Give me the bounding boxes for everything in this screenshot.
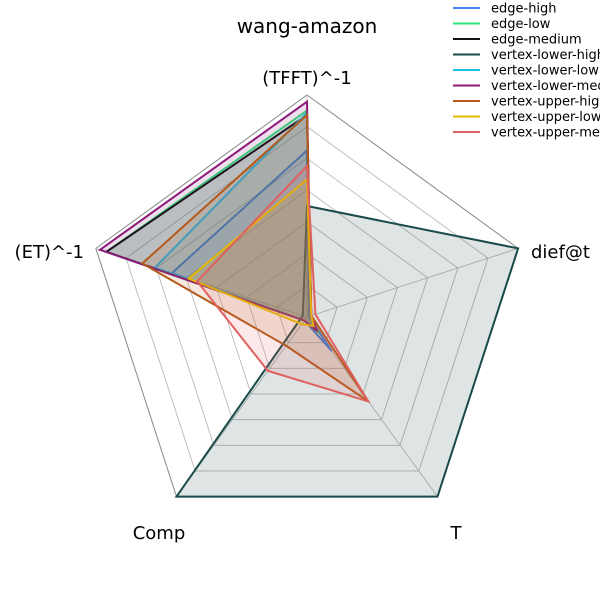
axis-label-dief-t: dief@t (531, 242, 590, 263)
axis-label-tfft-1: (TFFT)^-1 (262, 68, 351, 89)
legend-label-edge-low: edge-low (491, 17, 551, 32)
legend-label-vertex-upper-medium: vertex-upper-medium (491, 126, 600, 141)
legend-label-edge-medium: edge-medium (491, 33, 582, 48)
series-edge-high (169, 148, 333, 352)
grid-ring (215, 221, 399, 395)
grid-ring (155, 157, 459, 446)
series-vertex-upper-low (186, 177, 315, 328)
axis-label-t: T (450, 523, 463, 544)
axis-label-et-1: (ET)^-1 (15, 242, 84, 263)
legend-label-vertex-upper-high: vertex-upper-high (491, 95, 600, 110)
series-vertex-lower-high (174, 204, 520, 498)
grid-spoke (306, 247, 519, 318)
grid-ring (246, 253, 368, 369)
axis-label-comp: Comp (133, 523, 186, 544)
legend-label-vertex-lower-low: vertex-lower-low (491, 64, 599, 79)
axis-labels: (TFFT)^-1 dief@t T Comp (ET)^-1 (15, 68, 590, 544)
legend-label-vertex-upper-low: vertex-upper-low (491, 110, 600, 125)
legend-label-vertex-lower-medium: vertex-lower-medium (491, 79, 600, 94)
radar-series (97, 99, 520, 498)
series-vertex-upper-medium (195, 163, 371, 404)
grid-ring (276, 284, 338, 344)
legend-label-vertex-lower-high: vertex-lower-high (491, 48, 600, 63)
legend: edge-highedge-lowedge-mediumvertex-lower… (453, 2, 600, 141)
chart-title: wang-amazon (237, 14, 378, 38)
legend-label-edge-high: edge-high (491, 2, 557, 17)
